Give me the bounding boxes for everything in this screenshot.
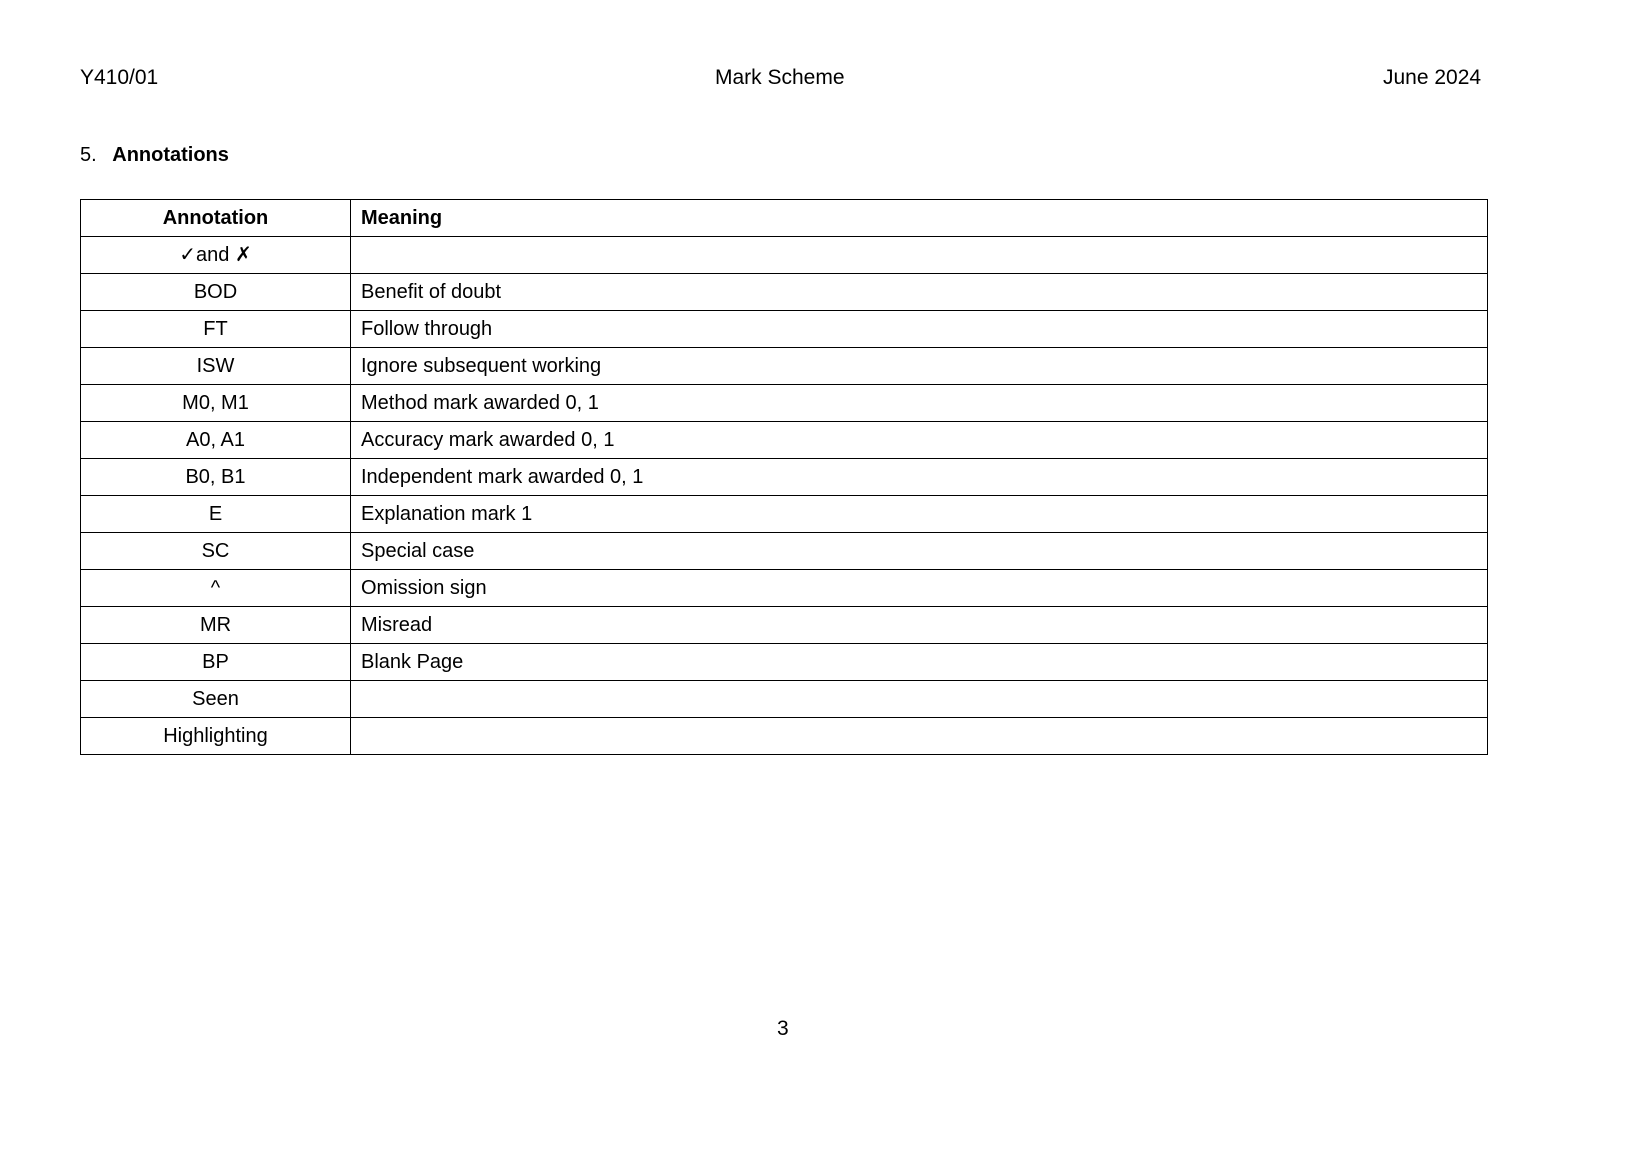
table-row: B0, B1 Independent mark awarded 0, 1 xyxy=(80,458,1488,496)
meaning-cell: Accuracy mark awarded 0, 1 xyxy=(350,421,1488,459)
annotations-table: Annotation Meaning ✓and ✗ BOD Benefit of d… xyxy=(80,199,1488,755)
annotation-cell: ISW xyxy=(80,347,351,385)
meaning-cell xyxy=(350,717,1488,755)
table-row: SC Special case xyxy=(80,532,1488,570)
annotation-cell: E xyxy=(80,495,351,533)
meaning-cell: Omission sign xyxy=(350,569,1488,607)
annotation-cell: M0, M1 xyxy=(80,384,351,422)
paper-code: Y410/01 xyxy=(80,66,159,89)
meaning-cell xyxy=(350,236,1488,274)
annotation-cell: ✓and ✗ xyxy=(80,236,351,274)
table-row: E Explanation mark 1 xyxy=(80,495,1488,533)
annotation-cell: Seen xyxy=(80,680,351,718)
meaning-cell: Blank Page xyxy=(350,643,1488,681)
table-row: Highlighting xyxy=(80,717,1488,755)
annotation-cell: BP xyxy=(80,643,351,681)
meaning-cell: Special case xyxy=(350,532,1488,570)
section-number: 5. xyxy=(80,144,97,166)
meaning-cell: Independent mark awarded 0, 1 xyxy=(350,458,1488,496)
column-header-meaning: Meaning xyxy=(350,199,1488,237)
table-row: ✓and ✗ xyxy=(80,236,1488,274)
meaning-cell: Benefit of doubt xyxy=(350,273,1488,311)
annotation-cell: BOD xyxy=(80,273,351,311)
annotation-cell: B0, B1 xyxy=(80,458,351,496)
meaning-cell: Misread xyxy=(350,606,1488,644)
meaning-cell: Follow through xyxy=(350,310,1488,348)
section-heading: 5. Annotations xyxy=(80,144,229,167)
table-row: BOD Benefit of doubt xyxy=(80,273,1488,311)
meaning-cell: Explanation mark 1 xyxy=(350,495,1488,533)
exam-date: June 2024 xyxy=(1383,66,1482,89)
annotation-cell: SC xyxy=(80,532,351,570)
table-row: FT Follow through xyxy=(80,310,1488,348)
meaning-cell: Method mark awarded 0, 1 xyxy=(350,384,1488,422)
table-row: ISW Ignore subsequent working xyxy=(80,347,1488,385)
table-row: A0, A1 Accuracy mark awarded 0, 1 xyxy=(80,421,1488,459)
meaning-cell: Ignore subsequent working xyxy=(350,347,1488,385)
page-number: 3 xyxy=(777,1017,789,1040)
annotation-cell: Highlighting xyxy=(80,717,351,755)
annotation-cell: A0, A1 xyxy=(80,421,351,459)
table-row: ^ Omission sign xyxy=(80,569,1488,607)
section-title: Annotations xyxy=(112,144,229,166)
table-row: BP Blank Page xyxy=(80,643,1488,681)
table-row: Seen xyxy=(80,680,1488,718)
annotation-cell: MR xyxy=(80,606,351,644)
table-row: M0, M1 Method mark awarded 0, 1 xyxy=(80,384,1488,422)
annotation-cell: FT xyxy=(80,310,351,348)
column-header-annotation: Annotation xyxy=(80,199,351,237)
annotation-cell: ^ xyxy=(80,569,351,607)
table-header-row: Annotation Meaning xyxy=(80,199,1488,237)
document-title: Mark Scheme xyxy=(715,66,845,89)
table-row: MR Misread xyxy=(80,606,1488,644)
meaning-cell xyxy=(350,680,1488,718)
